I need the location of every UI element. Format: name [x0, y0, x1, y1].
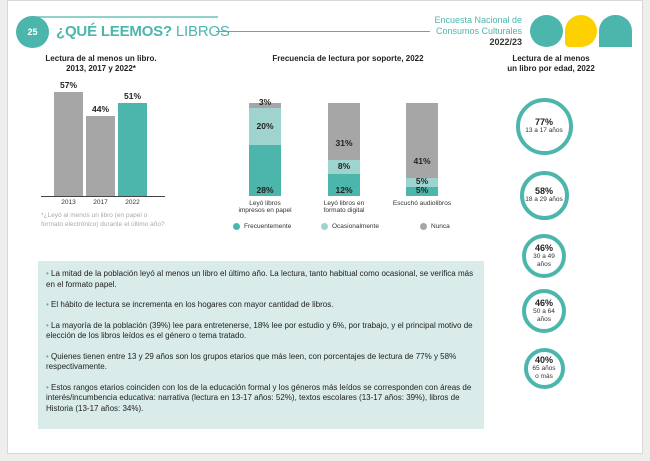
chart1-bar-2022 — [118, 102, 147, 196]
chart2-label-nunca: 31% — [335, 137, 353, 148]
chart2-category-label-line-2: impresos en papel — [238, 207, 292, 214]
chart2-category-label: Leyó libros — [249, 200, 281, 207]
decor-teal-arch — [599, 15, 632, 47]
age-circle-percent: 58% — [534, 186, 553, 196]
summary-bullet: • La mitad de la población leyó al menos… — [46, 269, 474, 289]
age-circle: 46% 50 a 64 años — [522, 289, 566, 333]
page-title: ¿QUÉ LEEMOS? LIBROS — [56, 23, 230, 40]
chart2-category-label-line-2: formato digital — [323, 207, 365, 214]
chart1-value-label: 57% — [59, 80, 77, 90]
chart3-title: Lectura de al menos un libro por edad, 2… — [486, 54, 616, 74]
summary-bullet-text: La mitad de la población leyó al menos u… — [46, 269, 474, 289]
legend-label-ocasionalmente: Ocasionalmente — [332, 223, 379, 230]
chart1-note: *¿Leyó al menos un libro (en papel o for… — [41, 212, 165, 228]
age-circle-percent: 46% — [534, 298, 553, 308]
age-circle: 46% 30 a 49 años — [522, 234, 566, 278]
legend-dot-ocasionalmente — [321, 223, 328, 230]
chart2-segment-ocasionalmente — [249, 108, 281, 145]
chart1-baseline — [41, 196, 165, 197]
summary-bullet: • El hábito de lectura se incrementa en … — [46, 300, 334, 309]
legend-nunca: Nunca — [420, 223, 450, 230]
chart1-tick-label: 2022 — [125, 199, 140, 206]
chart2-segment-nunca — [328, 103, 360, 160]
survey-line-2: Consumos Culturales — [435, 26, 522, 36]
chart2-segment-ocasionalmente — [406, 177, 438, 187]
decor-yellow-leaf — [565, 15, 597, 47]
title-bold: ¿QUÉ LEEMOS? — [56, 23, 172, 40]
chart2-segment-frecuentemente — [406, 186, 438, 196]
header-pill-outline — [34, 16, 218, 18]
chart1-value-label: 51% — [123, 90, 141, 101]
summary-bullet: • Quienes tienen entre 13 y 29 años son … — [46, 351, 457, 372]
summary-bullet-text: Quienes tienen entre 13 y 29 años son lo… — [46, 351, 457, 372]
legend-frecuentemente: Frecuentemente — [233, 223, 291, 230]
chart2-segment-frecuentemente — [328, 174, 360, 196]
chart3-title-line-2: un libro por edad, 2022 — [507, 64, 595, 73]
chart2-label-ocasionalmente: 20% — [256, 120, 274, 131]
chart2-label-frecuentemente: 12% — [335, 185, 353, 195]
decor-teal-circle — [530, 15, 563, 47]
legend-ocasionalmente: Ocasionalmente — [321, 223, 379, 230]
age-circle-label: 30 a 49 años — [533, 253, 555, 268]
survey-name: Encuesta Nacional de Consumos Culturales… — [418, 15, 522, 48]
summary-bullet-text: La mayoría de la población (39%) lee par… — [46, 320, 473, 341]
chart1-tick-label: 2013 — [61, 199, 76, 206]
chart2-label-frecuentemente: 5% — [415, 185, 429, 195]
chart1-title-line-2: 2013, 2017 y 2022* — [66, 64, 136, 73]
chart2-segment-ocasionalmente — [328, 159, 360, 175]
age-circle-label: 50 a 64 años — [533, 308, 555, 323]
report-page: 25 ¿QUÉ LEEMOS? LIBROS Encuesta Nacional… — [7, 0, 643, 454]
chart2-segment-nunca — [406, 103, 438, 178]
age-circle-label: 13 a 17 años — [525, 127, 563, 134]
summary-bullet-text: Estos rangos etarios coinciden con los d… — [46, 382, 472, 413]
age-circle-percent: 40% — [534, 355, 553, 365]
legend-label-nunca: Nunca — [431, 223, 450, 230]
chart2-label-ocasionalmente: 8% — [337, 160, 351, 171]
age-circle-label: 65 años — [532, 365, 556, 372]
chart1-title: Lectura de al menos un libro. 2013, 2017… — [26, 54, 176, 74]
age-circle: 40% 65 años o más — [523, 347, 565, 389]
survey-year: 2022/23 — [489, 37, 522, 47]
chart2-label-ocasionalmente: 5% — [415, 176, 429, 187]
age-circle: 58% 18 a 29 años — [519, 170, 569, 220]
chart1-bar-2013 — [54, 92, 83, 196]
chart2-label-nunca: 41% — [413, 155, 431, 166]
age-circle-label: 18 a 29 años — [525, 196, 563, 203]
survey-line-1: Encuesta Nacional de — [434, 15, 522, 25]
chart2-title: Frecuencia de lectura por soporte, 2022 — [272, 54, 424, 63]
chart2-segment-nunca — [249, 103, 281, 109]
chart2-category-label: Escuchó audiolibros — [392, 200, 452, 207]
title-divider — [216, 31, 430, 32]
legend-dot-nunca — [420, 223, 427, 230]
title-rest: LIBROS — [171, 23, 230, 40]
summary-box: • La mitad de la población leyó al menos… — [38, 261, 484, 429]
legend-label-frecuentemente: Frecuentemente — [244, 223, 292, 230]
page-number: 25 — [16, 16, 49, 48]
age-circle: 77% 13 a 17 años — [515, 97, 573, 155]
legend-dot-frecuentemente — [233, 223, 240, 230]
chart2-label-nunca: 3% — [258, 97, 272, 107]
age-circle-percent: 77% — [534, 117, 553, 127]
chart3-title-line-1: Lectura de al menos — [512, 54, 590, 63]
summary-bullet-text: El hábito de lectura se incrementa en lo… — [51, 300, 334, 309]
chart1-bar-2017 — [86, 115, 115, 196]
age-circle-percent: 46% — [534, 243, 553, 253]
age-circle-label-line-2: o más — [535, 373, 553, 380]
summary-bullet: • Estos rangos etarios coinciden con los… — [46, 382, 472, 413]
chart2-segment-frecuentemente — [249, 144, 281, 196]
chart1-tick-label: 2017 — [93, 199, 108, 206]
chart2-label-frecuentemente: 28% — [256, 185, 274, 195]
chart1-title-line-1: Lectura de al menos un libro. — [45, 54, 157, 63]
chart1-value-label: 44% — [91, 103, 109, 114]
summary-bullet: • La mayoría de la población (39%) lee p… — [46, 320, 473, 341]
chart2-category-label: Leyó libros en — [323, 200, 365, 207]
